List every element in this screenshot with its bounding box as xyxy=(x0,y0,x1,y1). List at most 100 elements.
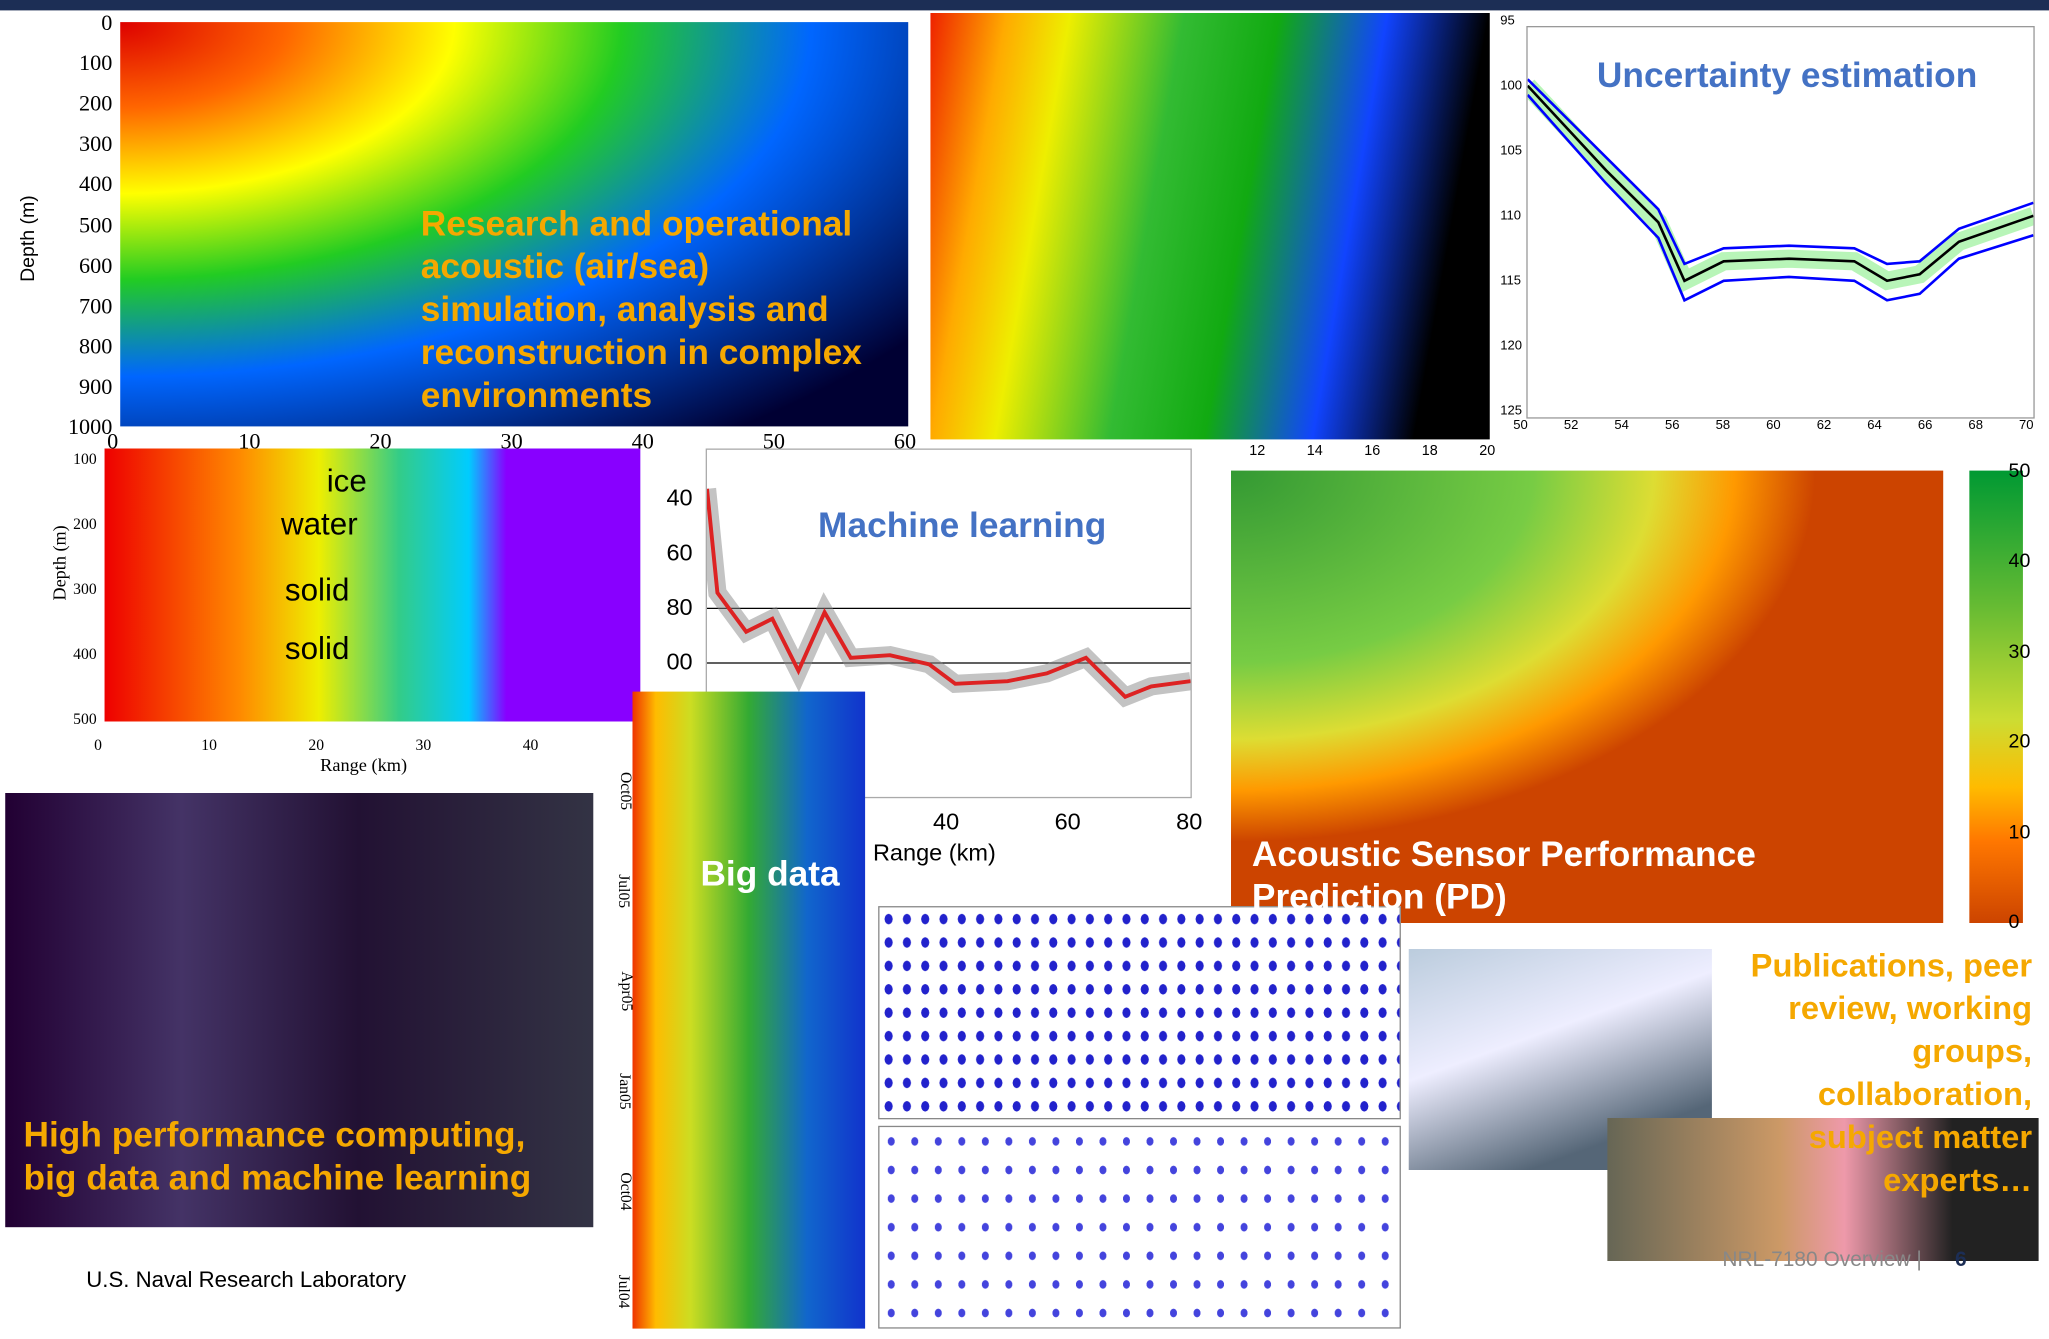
label: Range (km) xyxy=(320,756,408,777)
label: 500 xyxy=(73,709,97,728)
label: 20 xyxy=(1479,443,1496,459)
label: 40 xyxy=(2008,550,2031,573)
label: 80 xyxy=(1176,808,1203,835)
label: 10 xyxy=(238,428,261,454)
label: solid xyxy=(284,631,350,667)
label: 68 xyxy=(1968,418,1983,433)
label: 54 xyxy=(1614,418,1629,433)
label: Oct05 xyxy=(617,771,636,811)
label: 50 xyxy=(762,428,785,454)
label: 500 xyxy=(79,212,113,238)
label: 600 xyxy=(79,252,113,278)
label: 100 xyxy=(73,449,97,468)
wedge-image xyxy=(930,13,1490,440)
label: 900 xyxy=(79,374,113,399)
label: 40 xyxy=(666,484,693,511)
label: 300 xyxy=(73,579,97,598)
label: 20 xyxy=(2008,730,2031,753)
label: 400 xyxy=(73,644,97,663)
label: 40 xyxy=(522,735,539,754)
caption: Machine learning xyxy=(818,505,1107,545)
label: 200 xyxy=(73,514,97,533)
top-bar xyxy=(0,0,2049,11)
label: 125 xyxy=(1500,404,1523,419)
label: solid xyxy=(284,573,350,609)
label: ice xyxy=(326,464,367,500)
footer-label: NRL-7180 Overview | xyxy=(1722,1249,1922,1272)
handshake-photo xyxy=(1607,1118,2039,1261)
label: water xyxy=(280,506,358,543)
page-number: 6 xyxy=(1954,1249,1967,1272)
pd-map xyxy=(1231,470,1944,923)
label: 50 xyxy=(2008,460,2031,483)
label: 115 xyxy=(1500,274,1522,289)
label: 105 xyxy=(1500,144,1523,159)
label: 800 xyxy=(79,333,113,359)
caption: Uncertainty estimation xyxy=(1596,55,1978,95)
label: Apr05 xyxy=(617,971,637,1012)
label: 40 xyxy=(933,808,960,835)
label: 50 xyxy=(1513,418,1528,433)
label: 20 xyxy=(369,428,392,454)
label: 00 xyxy=(666,648,693,675)
label: 95 xyxy=(1500,14,1515,29)
label: 80 xyxy=(666,594,693,621)
label: 60 xyxy=(1054,808,1081,835)
label: Oct04 xyxy=(617,1172,636,1211)
uncertainty-lines xyxy=(1520,78,2037,303)
label: 60 xyxy=(666,539,693,566)
colorbar xyxy=(1969,470,2023,923)
caption: Big data xyxy=(700,854,840,894)
label: 1000 xyxy=(67,414,113,440)
label: 400 xyxy=(79,172,113,197)
label: 52 xyxy=(1563,418,1579,433)
label: 0 xyxy=(2008,911,2020,934)
label: 60 xyxy=(1766,418,1781,433)
big-data-image xyxy=(632,691,866,1329)
caption: High performance computing, big data and… xyxy=(23,1115,532,1198)
label: 60 xyxy=(893,428,917,454)
label: 100 xyxy=(1500,79,1523,94)
label: 0 xyxy=(101,10,113,36)
label: 56 xyxy=(1664,418,1680,433)
mode-plot-2 xyxy=(878,1125,1401,1329)
label: 14 xyxy=(1306,443,1323,459)
uncertainty-plot xyxy=(1520,26,2037,419)
footer-org: U.S. Naval Research Laboratory xyxy=(86,1267,407,1293)
label: 700 xyxy=(79,293,113,319)
label: 0 xyxy=(107,428,119,454)
label: Jan05 xyxy=(616,1073,635,1110)
label: 120 xyxy=(1500,339,1523,354)
acoustic-image xyxy=(120,22,909,427)
caption: Publications, peer review, working group… xyxy=(1750,947,2033,1199)
label: Range (km) xyxy=(872,839,996,866)
caption: Research and operational acoustic (air/s… xyxy=(420,204,862,415)
label: 18 xyxy=(1421,443,1438,459)
ml-lines xyxy=(697,487,1192,708)
label: 12 xyxy=(1249,443,1266,459)
layers-image xyxy=(104,448,641,722)
label: 200 xyxy=(79,91,113,116)
label: Depth (m) xyxy=(16,195,39,282)
label: 100 xyxy=(79,50,113,76)
mode-plot-1 xyxy=(878,906,1401,1120)
label: 30 xyxy=(2008,640,2031,663)
caption: Acoustic Sensor Performance Prediction (… xyxy=(1251,834,1756,917)
label: 16 xyxy=(1364,443,1381,459)
label: 66 xyxy=(1917,418,1933,433)
label: 58 xyxy=(1715,418,1731,433)
label: Depth (m) xyxy=(50,525,71,601)
label: 110 xyxy=(1500,209,1522,224)
label: 30 xyxy=(500,428,523,454)
label: 20 xyxy=(308,735,325,754)
label: 10 xyxy=(201,735,217,754)
hpc-photo xyxy=(5,793,594,1228)
label: 30 xyxy=(415,735,432,754)
label: 70 xyxy=(2019,418,2034,433)
label: 64 xyxy=(1867,418,1882,433)
label: 62 xyxy=(1816,418,1832,433)
label: 0 xyxy=(94,735,102,754)
label: Jul04 xyxy=(614,1274,634,1309)
